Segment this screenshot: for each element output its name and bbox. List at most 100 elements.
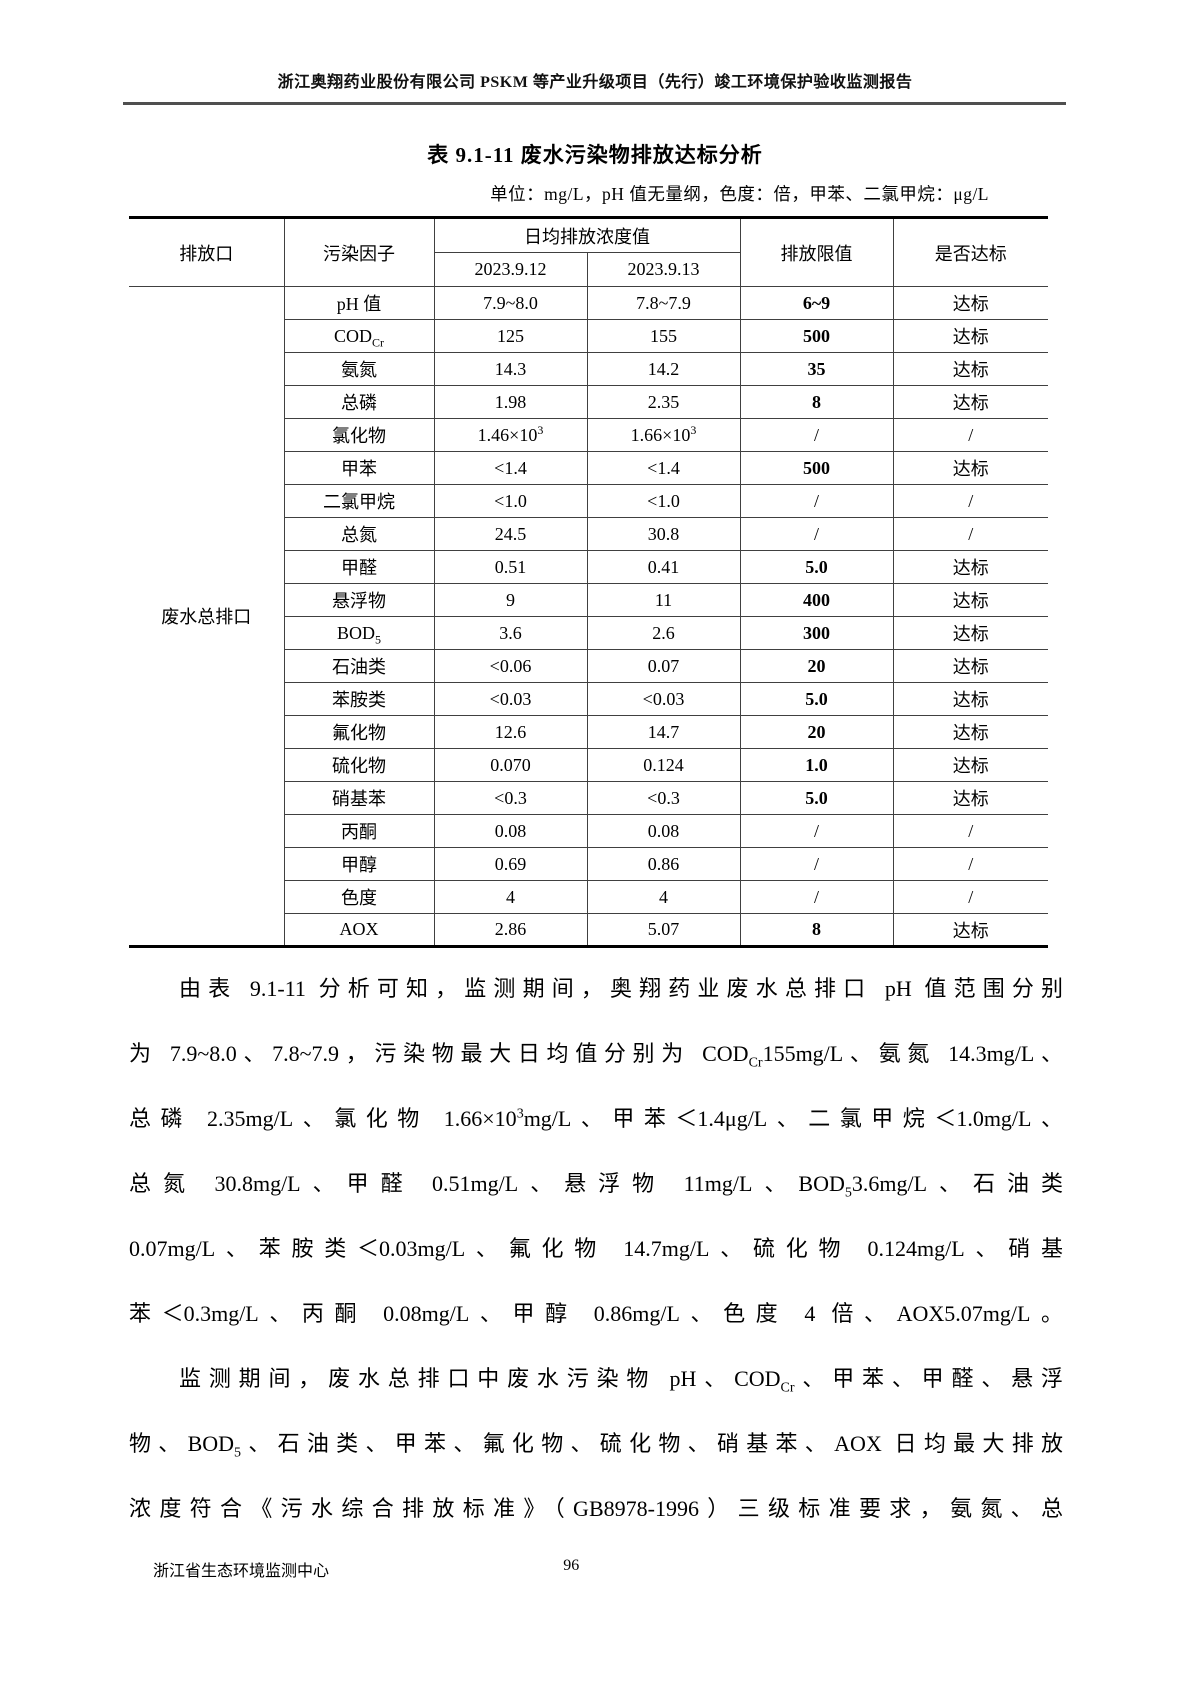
body-line-text: 总磷 2.35mg/L、氯化物 1.66×10: [129, 1106, 517, 1131]
footer-organization: 浙江省生态环境监测中心: [153, 1563, 330, 1580]
pollutant-name-cell: 氯化物: [283, 418, 434, 452]
status-cell: 达标: [892, 781, 1048, 815]
limit-cell: 35: [739, 352, 893, 386]
table-row: 氨氮 14.3 14.2 35 达标: [129, 352, 1048, 386]
value-cell-day1: 125: [433, 319, 587, 353]
limit-cell: 5.0: [739, 682, 893, 716]
body-line-text: 浓度符合《污水综合排放标准》（GB8978-1996）三级标准要求，氨氮、总: [129, 1496, 1063, 1521]
status-cell: 达标: [892, 550, 1048, 584]
body-line-text: 由表 9.1-11 分析可知，监测期间，奥翔药业废水总排口 pH 值范围分别: [179, 976, 1063, 1001]
body-line-text: 、甲苯、甲醛、悬浮: [794, 1366, 1063, 1391]
table-header-row-1: 排放口 污染因子 日均排放浓度值 排放限值 是否达标: [129, 217, 1048, 287]
table-row: 总氮 24.5 30.8 / /: [129, 517, 1048, 551]
document-header-title: 浙江奥翔药业股份有限公司 PSKM 等产业升级项目（先行）竣工环境保护验收监测报…: [277, 74, 913, 91]
pollutant-name-cell: 石油类: [283, 649, 434, 683]
table-row: 甲醇 0.69 0.86 / /: [129, 847, 1048, 881]
body-line-text: 总氮 30.8mg/L、甲醛 0.51mg/L、悬浮物 11mg/L、BOD: [129, 1171, 845, 1196]
limit-cell: /: [739, 418, 893, 452]
value-cell-day1: 1.46×103: [433, 418, 587, 452]
body-line: 监测期间，废水总排口中废水污染物 pH、CODCr、甲苯、甲醛、悬浮: [129, 1346, 1063, 1411]
status-cell: /: [892, 880, 1048, 914]
page-footer: 浙江省生态环境监测中心 96: [129, 1557, 1063, 1581]
pollutant-name-cell: 硫化物: [283, 748, 434, 782]
pollutant-name-cell: CODCr: [283, 319, 434, 353]
table-row: 氟化物 12.6 14.7 20 达标: [129, 715, 1048, 749]
status-cell: 达标: [892, 583, 1048, 617]
pollutant-name-cell: 总氮: [283, 517, 434, 551]
table-header-row-2: 2023.9.12 2023.9.13: [129, 252, 1048, 287]
table-row: 氯化物 1.46×103 1.66×103 / /: [129, 418, 1048, 452]
table-row: BOD5 3.6 2.6 300 达标: [129, 616, 1048, 650]
col-header-date-1: 2023.9.12: [433, 252, 587, 287]
pollutant-name-text: COD: [333, 325, 372, 346]
value-cell-day2: 30.8: [586, 517, 740, 551]
table-row: 丙酮 0.08 0.08 / /: [129, 814, 1048, 848]
table-row: 苯胺类 <0.03 <0.03 5.0 达标: [129, 682, 1048, 716]
status-cell: 达标: [892, 649, 1048, 683]
value-cell-day1: 0.08: [433, 814, 587, 848]
status-cell: 达标: [892, 286, 1048, 320]
value-cell-day2: 2.35: [586, 385, 740, 419]
status-cell: 达标: [892, 385, 1048, 419]
limit-cell: /: [739, 484, 893, 518]
table-row: 甲醛 0.51 0.41 5.0 达标: [129, 550, 1048, 584]
outlet-cell: 废水总排口: [129, 286, 284, 947]
body-line-subscript: 5: [844, 1185, 852, 1201]
body-line-text: 155mg/L、氨氮 14.3mg/L、: [762, 1041, 1063, 1066]
limit-cell: 500: [739, 319, 893, 353]
limit-cell: 400: [739, 583, 893, 617]
body-line-subscript: Cr: [780, 1380, 795, 1396]
pollutant-name-cell: 二氯甲烷: [283, 484, 434, 518]
value-cell-day2: 0.86: [586, 847, 740, 881]
pollutant-name-cell: 悬浮物: [283, 583, 434, 617]
body-line-superscript: 3: [516, 1106, 524, 1122]
value-cell-day1: 0.51: [433, 550, 587, 584]
status-cell: /: [892, 418, 1048, 452]
value-cell-day1: 4: [433, 880, 587, 914]
value-cell-day1: <0.06: [433, 649, 587, 683]
col-header-compliance: 是否达标: [892, 217, 1048, 287]
value-cell-day1: 14.3: [433, 352, 587, 386]
analysis-text: 由表 9.1-11 分析可知，监测期间，奥翔药业废水总排口 pH 值范围分别 为…: [129, 956, 1063, 1541]
header-divider: [123, 102, 1066, 105]
table-row: AOX 2.86 5.07 8 达标: [129, 913, 1048, 947]
body-line-text: 、石油类、甲苯、氟化物、硫化物、硝基苯、AOX 日均最大排放: [241, 1431, 1063, 1456]
status-cell: 达标: [892, 451, 1048, 485]
limit-cell: /: [739, 847, 893, 881]
value-cell-day1: <0.03: [433, 682, 587, 716]
pollutant-name-cell: AOX: [283, 913, 434, 947]
pollutant-name-cell: pH 值: [283, 286, 434, 320]
value-cell-day2: 11: [586, 583, 740, 617]
value-cell-day1: 2.86: [433, 913, 587, 947]
value-cell-day1: 1.98: [433, 385, 587, 419]
table-row: 硫化物 0.070 0.124 1.0 达标: [129, 748, 1048, 782]
value-cell-day2: <1.0: [586, 484, 740, 518]
limit-cell: /: [739, 814, 893, 848]
body-line: 0.07mg/L、苯胺类＜0.03mg/L、氟化物 14.7mg/L、硫化物 0…: [129, 1216, 1063, 1281]
status-cell: /: [892, 517, 1048, 551]
pollutant-name-text: BOD: [336, 622, 375, 643]
pollutant-name-cell: 丙酮: [283, 814, 434, 848]
pollutant-name-cell: 氟化物: [283, 715, 434, 749]
status-cell: /: [892, 847, 1048, 881]
value-cell-day2: <1.4: [586, 451, 740, 485]
status-cell: 达标: [892, 682, 1048, 716]
body-line-text: 苯＜0.3mg/L、丙酮 0.08mg/L、甲醇 0.86mg/L、色度 4 倍…: [129, 1301, 1063, 1326]
value-cell-day2: 4: [586, 880, 740, 914]
limit-cell: 1.0: [739, 748, 893, 782]
body-line-subscript: 5: [234, 1445, 242, 1461]
pollutant-name-cell: 甲醛: [283, 550, 434, 584]
value-cell-day2: <0.03: [586, 682, 740, 716]
status-cell: /: [892, 814, 1048, 848]
body-line-text: mg/L、甲苯＜1.4μg/L、二氯甲烷＜1.0mg/L、: [523, 1106, 1063, 1131]
body-line-text: 监测期间，废水总排口中废水污染物 pH、COD: [179, 1366, 781, 1391]
value-cell-day2: 14.7: [586, 715, 740, 749]
table-row: 悬浮物 9 11 400 达标: [129, 583, 1048, 617]
body-line-text: 物、BOD: [129, 1431, 235, 1456]
table-row: 二氯甲烷 <1.0 <1.0 / /: [129, 484, 1048, 518]
value-text: 1.46×10: [477, 424, 538, 445]
body-line-subscript: Cr: [748, 1055, 763, 1071]
limit-cell: 5.0: [739, 781, 893, 815]
limit-cell: 5.0: [739, 550, 893, 584]
limit-cell: 8: [739, 385, 893, 419]
